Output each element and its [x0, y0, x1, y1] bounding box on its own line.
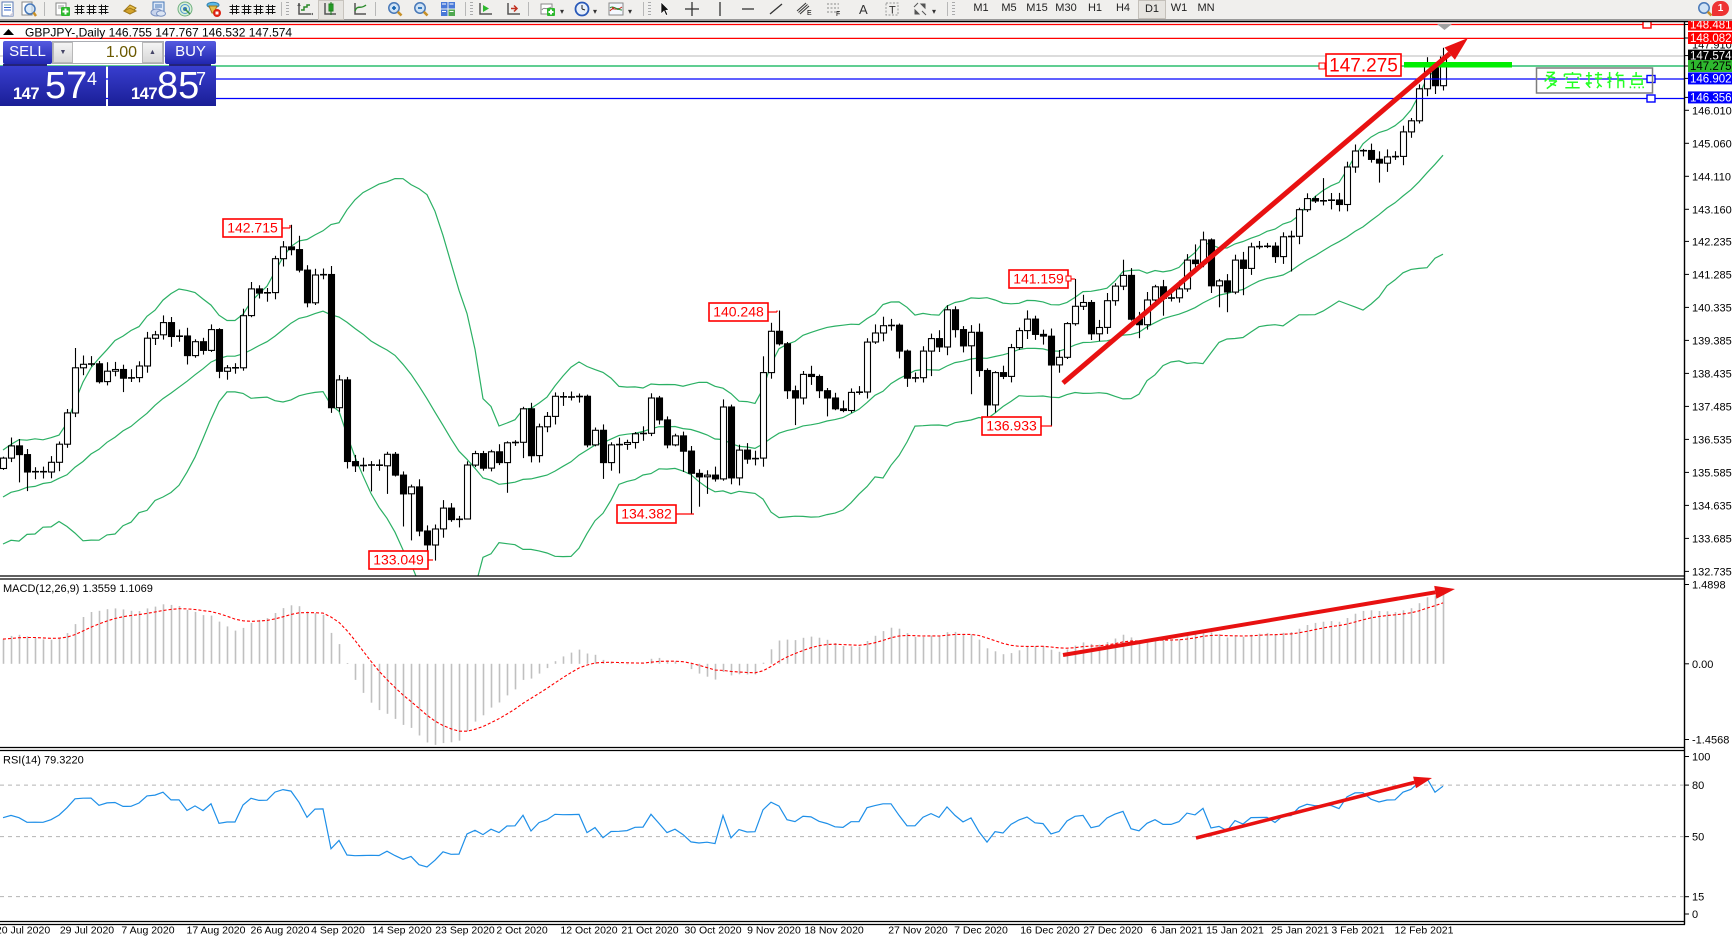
svg-text:7 Dec 2020: 7 Dec 2020 — [954, 925, 1008, 937]
svg-text:148.481: 148.481 — [1690, 20, 1732, 32]
svg-text:139.385: 139.385 — [1692, 335, 1732, 347]
svg-text:23 Sep 2020: 23 Sep 2020 — [435, 925, 495, 937]
svg-text:29 Jul 2020: 29 Jul 2020 — [60, 925, 114, 937]
svg-text:2 Oct 2020: 2 Oct 2020 — [496, 925, 548, 937]
svg-text:MACD(12,26,9) 1.3559 1.1069: MACD(12,26,9) 1.3559 1.1069 — [3, 583, 153, 595]
svg-text:0.00: 0.00 — [1692, 659, 1713, 671]
svg-text:134.382: 134.382 — [621, 506, 672, 522]
svg-text:148.082: 148.082 — [1690, 33, 1732, 45]
svg-text:142.235: 142.235 — [1692, 236, 1732, 248]
svg-text:A: A — [859, 2, 868, 17]
svg-text:12 Oct 2020: 12 Oct 2020 — [560, 925, 617, 937]
svg-text:141.159: 141.159 — [1013, 271, 1064, 287]
svg-text:141.285: 141.285 — [1692, 269, 1732, 281]
svg-text:80: 80 — [1692, 780, 1704, 792]
svg-text:100: 100 — [1692, 752, 1710, 764]
svg-text:144.110: 144.110 — [1692, 171, 1731, 183]
svg-text:136.535: 136.535 — [1692, 434, 1732, 446]
svg-text:142.715: 142.715 — [227, 220, 278, 236]
svg-text:140.248: 140.248 — [713, 304, 764, 320]
svg-text:30 Oct 2020: 30 Oct 2020 — [684, 925, 741, 937]
svg-text:136.933: 136.933 — [986, 418, 1037, 434]
svg-text:9 Nov 2020: 9 Nov 2020 — [747, 925, 801, 937]
svg-text:4 Sep 2020: 4 Sep 2020 — [311, 925, 365, 937]
svg-text:21 Oct 2020: 21 Oct 2020 — [621, 925, 678, 937]
svg-text:12 Feb 2021: 12 Feb 2021 — [1395, 925, 1454, 937]
svg-text:26 Aug 2020: 26 Aug 2020 — [251, 925, 310, 937]
svg-text:RSI(14) 79.3220: RSI(14) 79.3220 — [3, 755, 84, 767]
svg-text:143.160: 143.160 — [1692, 204, 1732, 216]
svg-text:137.485: 137.485 — [1692, 401, 1732, 413]
svg-text:146.010: 146.010 — [1692, 105, 1732, 117]
svg-text:145.060: 145.060 — [1692, 138, 1732, 150]
svg-text:147.275: 147.275 — [1690, 61, 1732, 73]
svg-text:132.735: 132.735 — [1692, 566, 1732, 578]
svg-text:T: T — [889, 5, 896, 17]
svg-text:138.435: 138.435 — [1692, 368, 1732, 380]
svg-text:140.335: 140.335 — [1692, 302, 1732, 314]
svg-text:147.275: 147.275 — [1329, 56, 1398, 77]
svg-text:27 Dec 2020: 27 Dec 2020 — [1083, 925, 1143, 937]
svg-text:146.356: 146.356 — [1690, 92, 1732, 104]
svg-text:146.902: 146.902 — [1690, 73, 1732, 85]
svg-text:GBPJPY-,Daily 146.755 147.767: GBPJPY-,Daily 146.755 147.767 146.532 14… — [25, 26, 292, 40]
svg-text:0: 0 — [1692, 909, 1698, 921]
svg-text:17 Aug 2020: 17 Aug 2020 — [187, 925, 246, 937]
svg-text:147.574: 147.574 — [1690, 51, 1732, 63]
svg-text:50: 50 — [1692, 832, 1704, 844]
svg-text:25 Jan 2021: 25 Jan 2021 — [1271, 925, 1329, 937]
svg-text:20 Jul 2020: 20 Jul 2020 — [0, 925, 50, 937]
svg-text:133.049: 133.049 — [373, 552, 424, 568]
svg-text:7 Aug 2020: 7 Aug 2020 — [121, 925, 174, 937]
svg-text:6 Jan 2021: 6 Jan 2021 — [1151, 925, 1203, 937]
svg-text:16 Dec 2020: 16 Dec 2020 — [1020, 925, 1080, 937]
svg-text:18 Nov 2020: 18 Nov 2020 — [804, 925, 864, 937]
svg-text:134.635: 134.635 — [1692, 500, 1732, 512]
svg-text:27 Nov 2020: 27 Nov 2020 — [888, 925, 948, 937]
svg-text:135.585: 135.585 — [1692, 467, 1732, 479]
svg-text:E: E — [807, 10, 812, 17]
svg-text:15 Jan 2021: 15 Jan 2021 — [1206, 925, 1264, 937]
svg-text:1.4898: 1.4898 — [1692, 580, 1726, 592]
svg-text:3 Feb 2021: 3 Feb 2021 — [1331, 925, 1384, 937]
svg-text:-1.4568: -1.4568 — [1692, 735, 1729, 747]
svg-text:F: F — [836, 11, 840, 17]
svg-text:14 Sep 2020: 14 Sep 2020 — [372, 925, 432, 937]
svg-text:15: 15 — [1692, 892, 1704, 904]
svg-text:133.685: 133.685 — [1692, 533, 1732, 545]
